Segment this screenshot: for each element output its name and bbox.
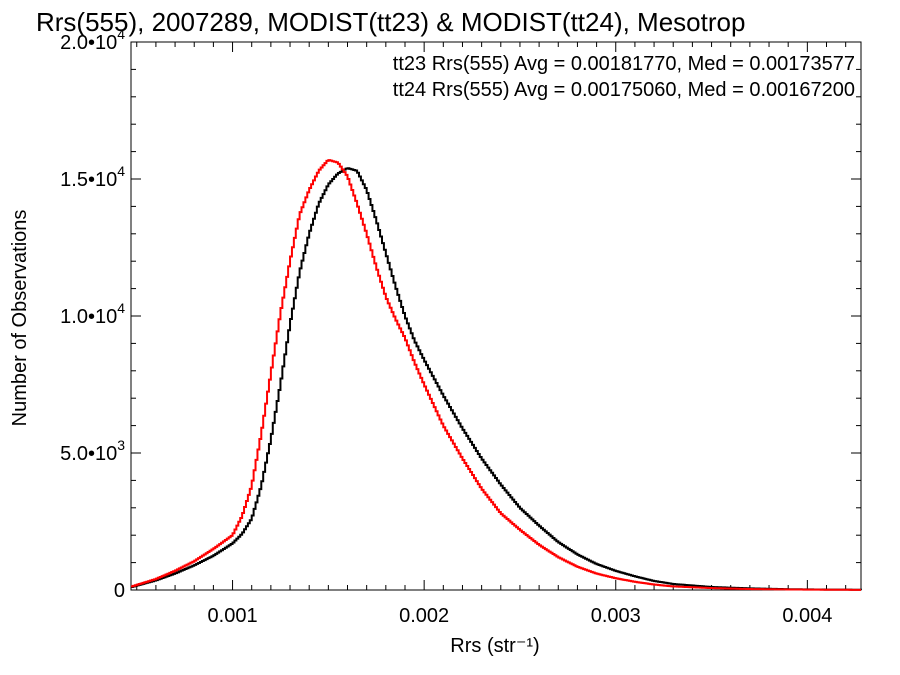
annotation-0: tt23 Rrs(555) Avg = 0.00181770, Med = 0.… (393, 53, 855, 75)
x-tick-label: 0.003 (591, 605, 641, 627)
x-axis: 0.001 0.002 0.003 0.004 (136, 42, 847, 627)
annotations: tt23 Rrs(555) Avg = 0.00181770, Med = 0.… (393, 53, 855, 101)
annotation-1: tt24 Rrs(555) Avg = 0.00175060, Med = 0.… (393, 79, 855, 101)
x-tick-label: 0.004 (782, 605, 832, 627)
y-axis: 0 5.0•103 1.0•104 1.5•104 2.0•104 (60, 26, 861, 602)
series-line-1 (131, 159, 861, 591)
x-tick-label: 0.002 (399, 605, 449, 627)
chart-title: Rrs(555), 2007289, MODIST(tt23) & MODIST… (36, 7, 745, 37)
y-tick-label: 5.0•103 (60, 437, 125, 465)
series-layer (131, 159, 862, 591)
y-axis-label: Number of Observations (9, 210, 31, 427)
y-tick-label: 2.0•104 (60, 26, 125, 54)
y-tick-label: 1.5•104 (60, 163, 125, 191)
x-axis-label: Rrs (str⁻¹) (450, 635, 539, 657)
y-tick-label: 0 (114, 580, 125, 602)
y-tick-label: 1.0•104 (60, 300, 125, 328)
series-line-0 (131, 167, 862, 591)
x-tick-label: 0.001 (208, 605, 258, 627)
